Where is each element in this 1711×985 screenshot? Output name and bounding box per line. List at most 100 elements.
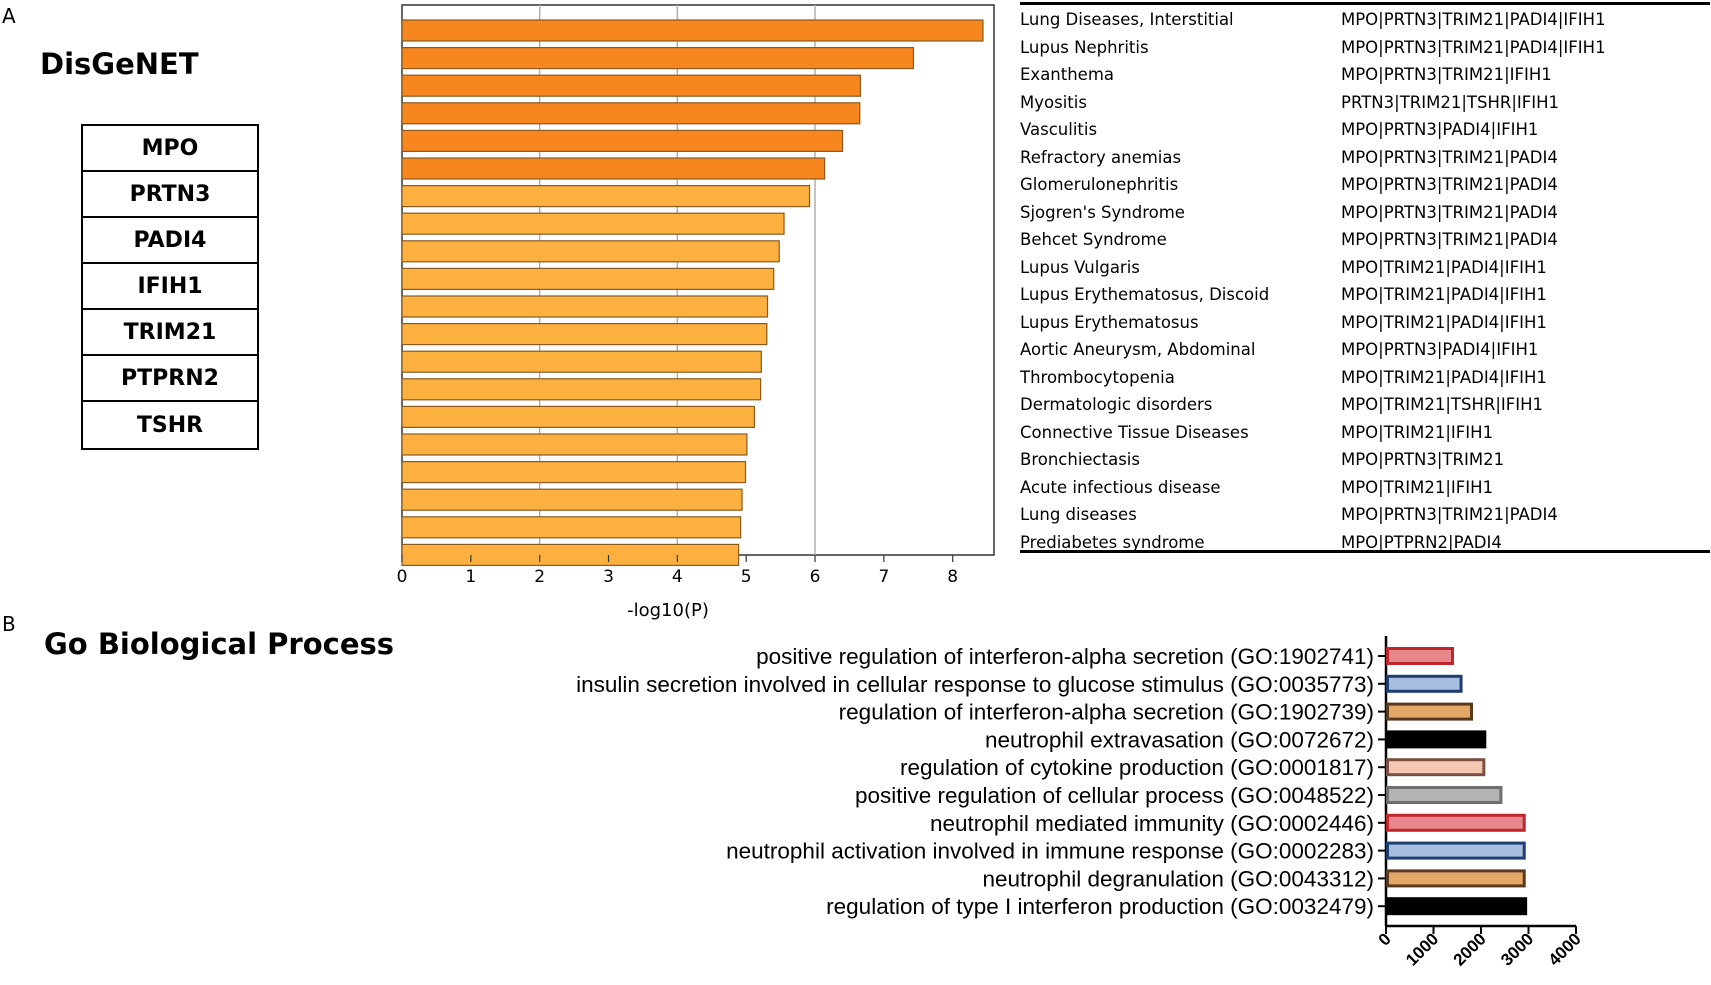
table-row: Connective Tissue Diseases MPO|TRIM21|IFI… bbox=[1020, 423, 1711, 450]
bar bbox=[401, 433, 748, 456]
gene-set: MPO|PRTN3|TRIM21|PADI4 bbox=[1341, 147, 1558, 167]
x-tick-label: 4000 bbox=[1545, 929, 1585, 969]
x-tick-label: 8 bbox=[947, 567, 958, 587]
category-label: neutrophil activation involved in immune… bbox=[726, 839, 1374, 864]
table-row: Sjogren's Syndrome MPO|PRTN3|TRIM21|PADI4 bbox=[1020, 203, 1711, 230]
category-label: positive regulation of cellular process … bbox=[855, 783, 1374, 808]
gene-item: PADI4 bbox=[83, 218, 257, 264]
gene-set: MPO|TRIM21|PADI4|IFIH1 bbox=[1341, 312, 1547, 332]
bar bbox=[401, 516, 742, 539]
bar bbox=[1386, 813, 1526, 832]
x-tick-label: 2000 bbox=[1450, 929, 1490, 969]
category-label: neutrophil extravasation (GO:0072672) bbox=[985, 727, 1374, 752]
category-label: regulation of type I interferon producti… bbox=[826, 894, 1374, 919]
gene-item: IFIH1 bbox=[83, 264, 257, 310]
disease-name: Lupus Nephritis bbox=[1020, 37, 1149, 57]
disease-name: Thrombocytopenia bbox=[1020, 367, 1175, 387]
table-row: Vasculitis MPO|PRTN3|PADI4|IFIH1 bbox=[1020, 120, 1711, 147]
bar bbox=[401, 378, 762, 401]
disease-name: Vasculitis bbox=[1020, 120, 1098, 139]
table-row: Aortic Aneurysm, Abdominal MPO|PRTN3|PADI… bbox=[1020, 340, 1711, 367]
x-tick-label: 1 bbox=[465, 567, 476, 587]
bar bbox=[401, 129, 844, 152]
bar bbox=[401, 267, 775, 290]
disease-name: Lung Diseases, Interstitial bbox=[1020, 10, 1234, 29]
x-tick-label: 1000 bbox=[1402, 929, 1442, 969]
disgenet-table: Lung Diseases, Interstitial MPO|PRTN3|TRI… bbox=[1020, 2, 1711, 553]
gene-set: MPO|PRTN3|PADI4|IFIH1 bbox=[1341, 120, 1539, 139]
gene-set: MPO|PRTN3|PADI4|IFIH1 bbox=[1341, 340, 1539, 359]
gene-set: MPO|PRTN3|TRIM21|PADI4 bbox=[1341, 175, 1558, 194]
gene-set: MPO|TRIM21|IFIH1 bbox=[1341, 422, 1494, 442]
x-tick-label: 7 bbox=[878, 567, 889, 587]
gene-item: PTPRN2 bbox=[83, 356, 257, 402]
table-row: Myositis PRTN3|TRIM21|TSHR|IFIH1 bbox=[1020, 93, 1711, 120]
panel-a-letter: A bbox=[2, 4, 16, 28]
disease-name: Refractory anemias bbox=[1020, 147, 1182, 167]
bar bbox=[401, 461, 747, 484]
table-row: Lung diseases MPO|PRTN3|TRIM21|PADI4 bbox=[1020, 505, 1711, 532]
disease-name: Prediabetes syndrome bbox=[1020, 532, 1205, 552]
gene-set: MPO|PRTN3|TRIM21|PADI4|IFIH1 bbox=[1341, 37, 1606, 57]
disease-name: Lupus Erythematosus, Discoid bbox=[1020, 285, 1270, 304]
bar bbox=[1386, 758, 1486, 777]
category-label: regulation of interferon-alpha secretion… bbox=[839, 700, 1374, 725]
gene-set: MPO|PRTN3|TRIM21|IFIH1 bbox=[1341, 65, 1552, 84]
bar bbox=[401, 295, 769, 318]
bar bbox=[1386, 674, 1463, 693]
table-row: Dermatologic disorders MPO|TRIM21|TSHR|IF… bbox=[1020, 395, 1711, 422]
go-process-title: Go Biological Process bbox=[44, 627, 395, 661]
panel-b-letter: B bbox=[2, 612, 16, 636]
disgenet-title: DisGeNET bbox=[40, 47, 199, 81]
bar bbox=[401, 405, 756, 428]
table-row: Lupus Erythematosus MPO|TRIM21|PADI4|IFIH… bbox=[1020, 313, 1711, 340]
x-tick-label: 6 bbox=[810, 567, 821, 587]
category-label: regulation of cytokine production (GO:00… bbox=[900, 755, 1374, 780]
category-label: neutrophil degranulation (GO:0043312) bbox=[982, 866, 1374, 891]
gene-set: MPO|PRTN3|TRIM21|PADI4 bbox=[1341, 230, 1558, 249]
gene-item: TSHR bbox=[136, 412, 204, 438]
gene-set: MPO|PRTN3|TRIM21|PADI4|IFIH1 bbox=[1341, 10, 1606, 29]
disgenet-bar-chart: 0 1 2 3 4 5 6 7 8 -log10(P) bbox=[397, 4, 995, 621]
table-row: Glomerulonephritis MPO|PRTN3|TRIM21|PADI4 bbox=[1020, 175, 1711, 202]
table-row: Acute infectious disease MPO|TRIM21|IFIH1 bbox=[1020, 478, 1711, 505]
disease-name: Lupus Vulgaris bbox=[1020, 257, 1140, 277]
gene-set: MPO|PRTN3|TRIM21|PADI4 bbox=[1341, 202, 1558, 222]
gene-set: MPO|TRIM21|PADI4|IFIH1 bbox=[1341, 257, 1547, 277]
disease-name: Sjogren's Syndrome bbox=[1020, 202, 1185, 222]
bar bbox=[1386, 897, 1528, 916]
bar bbox=[1386, 841, 1526, 860]
category-label: positive regulation of interferon-alpha … bbox=[756, 644, 1374, 669]
table-row: Prediabetes syndrome MPO|PTPRN2|PADI4 bbox=[1020, 533, 1711, 560]
bar bbox=[401, 19, 984, 42]
disease-name: Connective Tissue Diseases bbox=[1020, 422, 1249, 442]
disease-name: Glomerulonephritis bbox=[1020, 175, 1179, 194]
gene-set: MPO|TRIM21|TSHR|IFIH1 bbox=[1341, 395, 1544, 414]
gene-set: MPO|TRIM21|PADI4|IFIH1 bbox=[1341, 285, 1547, 304]
table-row: Refractory anemias MPO|PRTN3|TRIM21|PADI4 bbox=[1020, 148, 1711, 175]
disease-name: Lupus Erythematosus bbox=[1020, 312, 1199, 332]
bar bbox=[401, 46, 915, 70]
gene-set: MPO|PRTN3|TRIM21|PADI4 bbox=[1341, 505, 1558, 524]
gene-set: PRTN3|TRIM21|TSHR|IFIH1 bbox=[1341, 92, 1560, 112]
table-bottom-rule bbox=[1020, 550, 1710, 553]
disease-name: Acute infectious disease bbox=[1020, 477, 1221, 497]
x-tick-label: 2 bbox=[534, 567, 545, 587]
category-label: insulin secretion involved in cellular r… bbox=[576, 672, 1374, 697]
bar bbox=[401, 488, 743, 511]
bar bbox=[1386, 702, 1473, 721]
gene-set: MPO|PRTN3|TRIM21 bbox=[1341, 450, 1505, 469]
gene-set: MPO|PTPRN2|PADI4 bbox=[1341, 532, 1502, 552]
gene-item: PRTN3 bbox=[83, 172, 257, 218]
gene-item: MPO bbox=[83, 126, 257, 172]
disease-name: Aortic Aneurysm, Abdominal bbox=[1020, 340, 1256, 359]
bar bbox=[1386, 869, 1526, 888]
x-tick-label: 5 bbox=[741, 567, 752, 587]
table-row: Lupus Nephritis MPO|PRTN3|TRIM21|PADI4|IF… bbox=[1020, 38, 1711, 65]
bar bbox=[401, 323, 768, 346]
x-tick-label: 0 bbox=[1375, 929, 1395, 949]
disease-name: Dermatologic disorders bbox=[1020, 395, 1213, 414]
table-row: Behcet Syndrome MPO|PRTN3|TRIM21|PADI4 bbox=[1020, 230, 1711, 257]
gene-set: MPO|TRIM21|IFIH1 bbox=[1341, 477, 1494, 497]
table-top-rule bbox=[1020, 2, 1710, 5]
